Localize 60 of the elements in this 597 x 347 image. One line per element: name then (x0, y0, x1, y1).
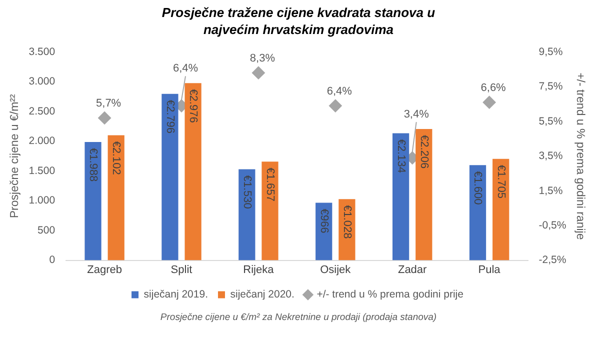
legend-label: siječanj 2019. (144, 288, 208, 301)
y2-tick-label: 5,5% (538, 115, 563, 128)
bar (84, 142, 102, 260)
text: Prosječne cijene u €/m² za Nekretnine u prodaji (prodaja stanova) (159, 312, 438, 323)
data-label: €966 (318, 208, 330, 234)
y2-tick-label: 7,5% (538, 80, 563, 93)
bar (492, 158, 510, 260)
data-label: €2.134 (394, 139, 407, 173)
data-label: €1.988 (86, 148, 99, 182)
data-label: €1.657 (264, 168, 276, 202)
bar (238, 169, 256, 260)
y-tick-label: 2.000 (28, 135, 56, 148)
data-label: €2.976 (187, 89, 200, 123)
y2-tick-label: 3,5% (538, 150, 563, 162)
point (252, 66, 265, 80)
x-tick-label: Osijek (320, 264, 352, 276)
data-label: 6,6% (480, 82, 506, 94)
data-label: 3,4% (404, 108, 430, 121)
x-tick-label: Rijeka (243, 264, 275, 276)
y2-axis-title: +/- trend u % prema godini ranije (574, 72, 586, 240)
y2-tick-label: 9,5% (538, 46, 563, 58)
point (482, 96, 496, 109)
data-label: €1.705 (494, 164, 507, 198)
data-label: €2.796 (164, 100, 176, 134)
data-label: 8,3% (250, 52, 276, 64)
x-tick-label: Zadar (398, 264, 428, 276)
bar (108, 135, 124, 260)
data-label: €1.530 (240, 175, 253, 209)
legend-label: +/- trend u % prema godini prije (316, 288, 464, 301)
y-tick-label: 3.500 (28, 46, 56, 58)
y2-tick-label: -2,5% (538, 254, 566, 266)
y-tick-label: 1.500 (28, 164, 56, 177)
y-tick-label: 1.000 (28, 194, 56, 207)
y-axis-title: Prosječne cijene u €/m²² (9, 94, 22, 218)
x-tick-label: Pula (478, 264, 502, 276)
data-label: 6,4% (172, 62, 198, 75)
bar (392, 133, 410, 260)
y-tick-label: 500 (38, 224, 56, 236)
y2-tick-label: 1,5% (538, 184, 563, 197)
data-label: €2.102 (110, 141, 122, 175)
data-label: 6,4% (326, 85, 352, 98)
bar (416, 129, 432, 260)
x-tick-label: Split (170, 264, 192, 276)
bar (184, 83, 202, 260)
x-tick-label: Zagreb (87, 264, 122, 276)
data-label: €2.206 (418, 135, 430, 169)
point (98, 111, 112, 124)
data-label: €1.028 (340, 205, 353, 239)
legend-label: siječanj 2020. (230, 288, 294, 301)
bar (162, 94, 178, 260)
data-label: 5,7% (96, 97, 122, 110)
y2-tick-label: -0,5% (538, 219, 566, 232)
y-tick-label: 0 (49, 254, 56, 266)
y-tick-label: 2.500 (28, 105, 56, 118)
y-tick-label: 3.000 (28, 76, 56, 88)
bar (262, 162, 278, 260)
point (328, 99, 342, 112)
data-label: €1.600 (472, 171, 484, 205)
bar (469, 165, 486, 260)
chart-title: Prosječne tražene cijene kvadrata stanova u najvećim hrvatskim gradovima (160, 4, 436, 38)
